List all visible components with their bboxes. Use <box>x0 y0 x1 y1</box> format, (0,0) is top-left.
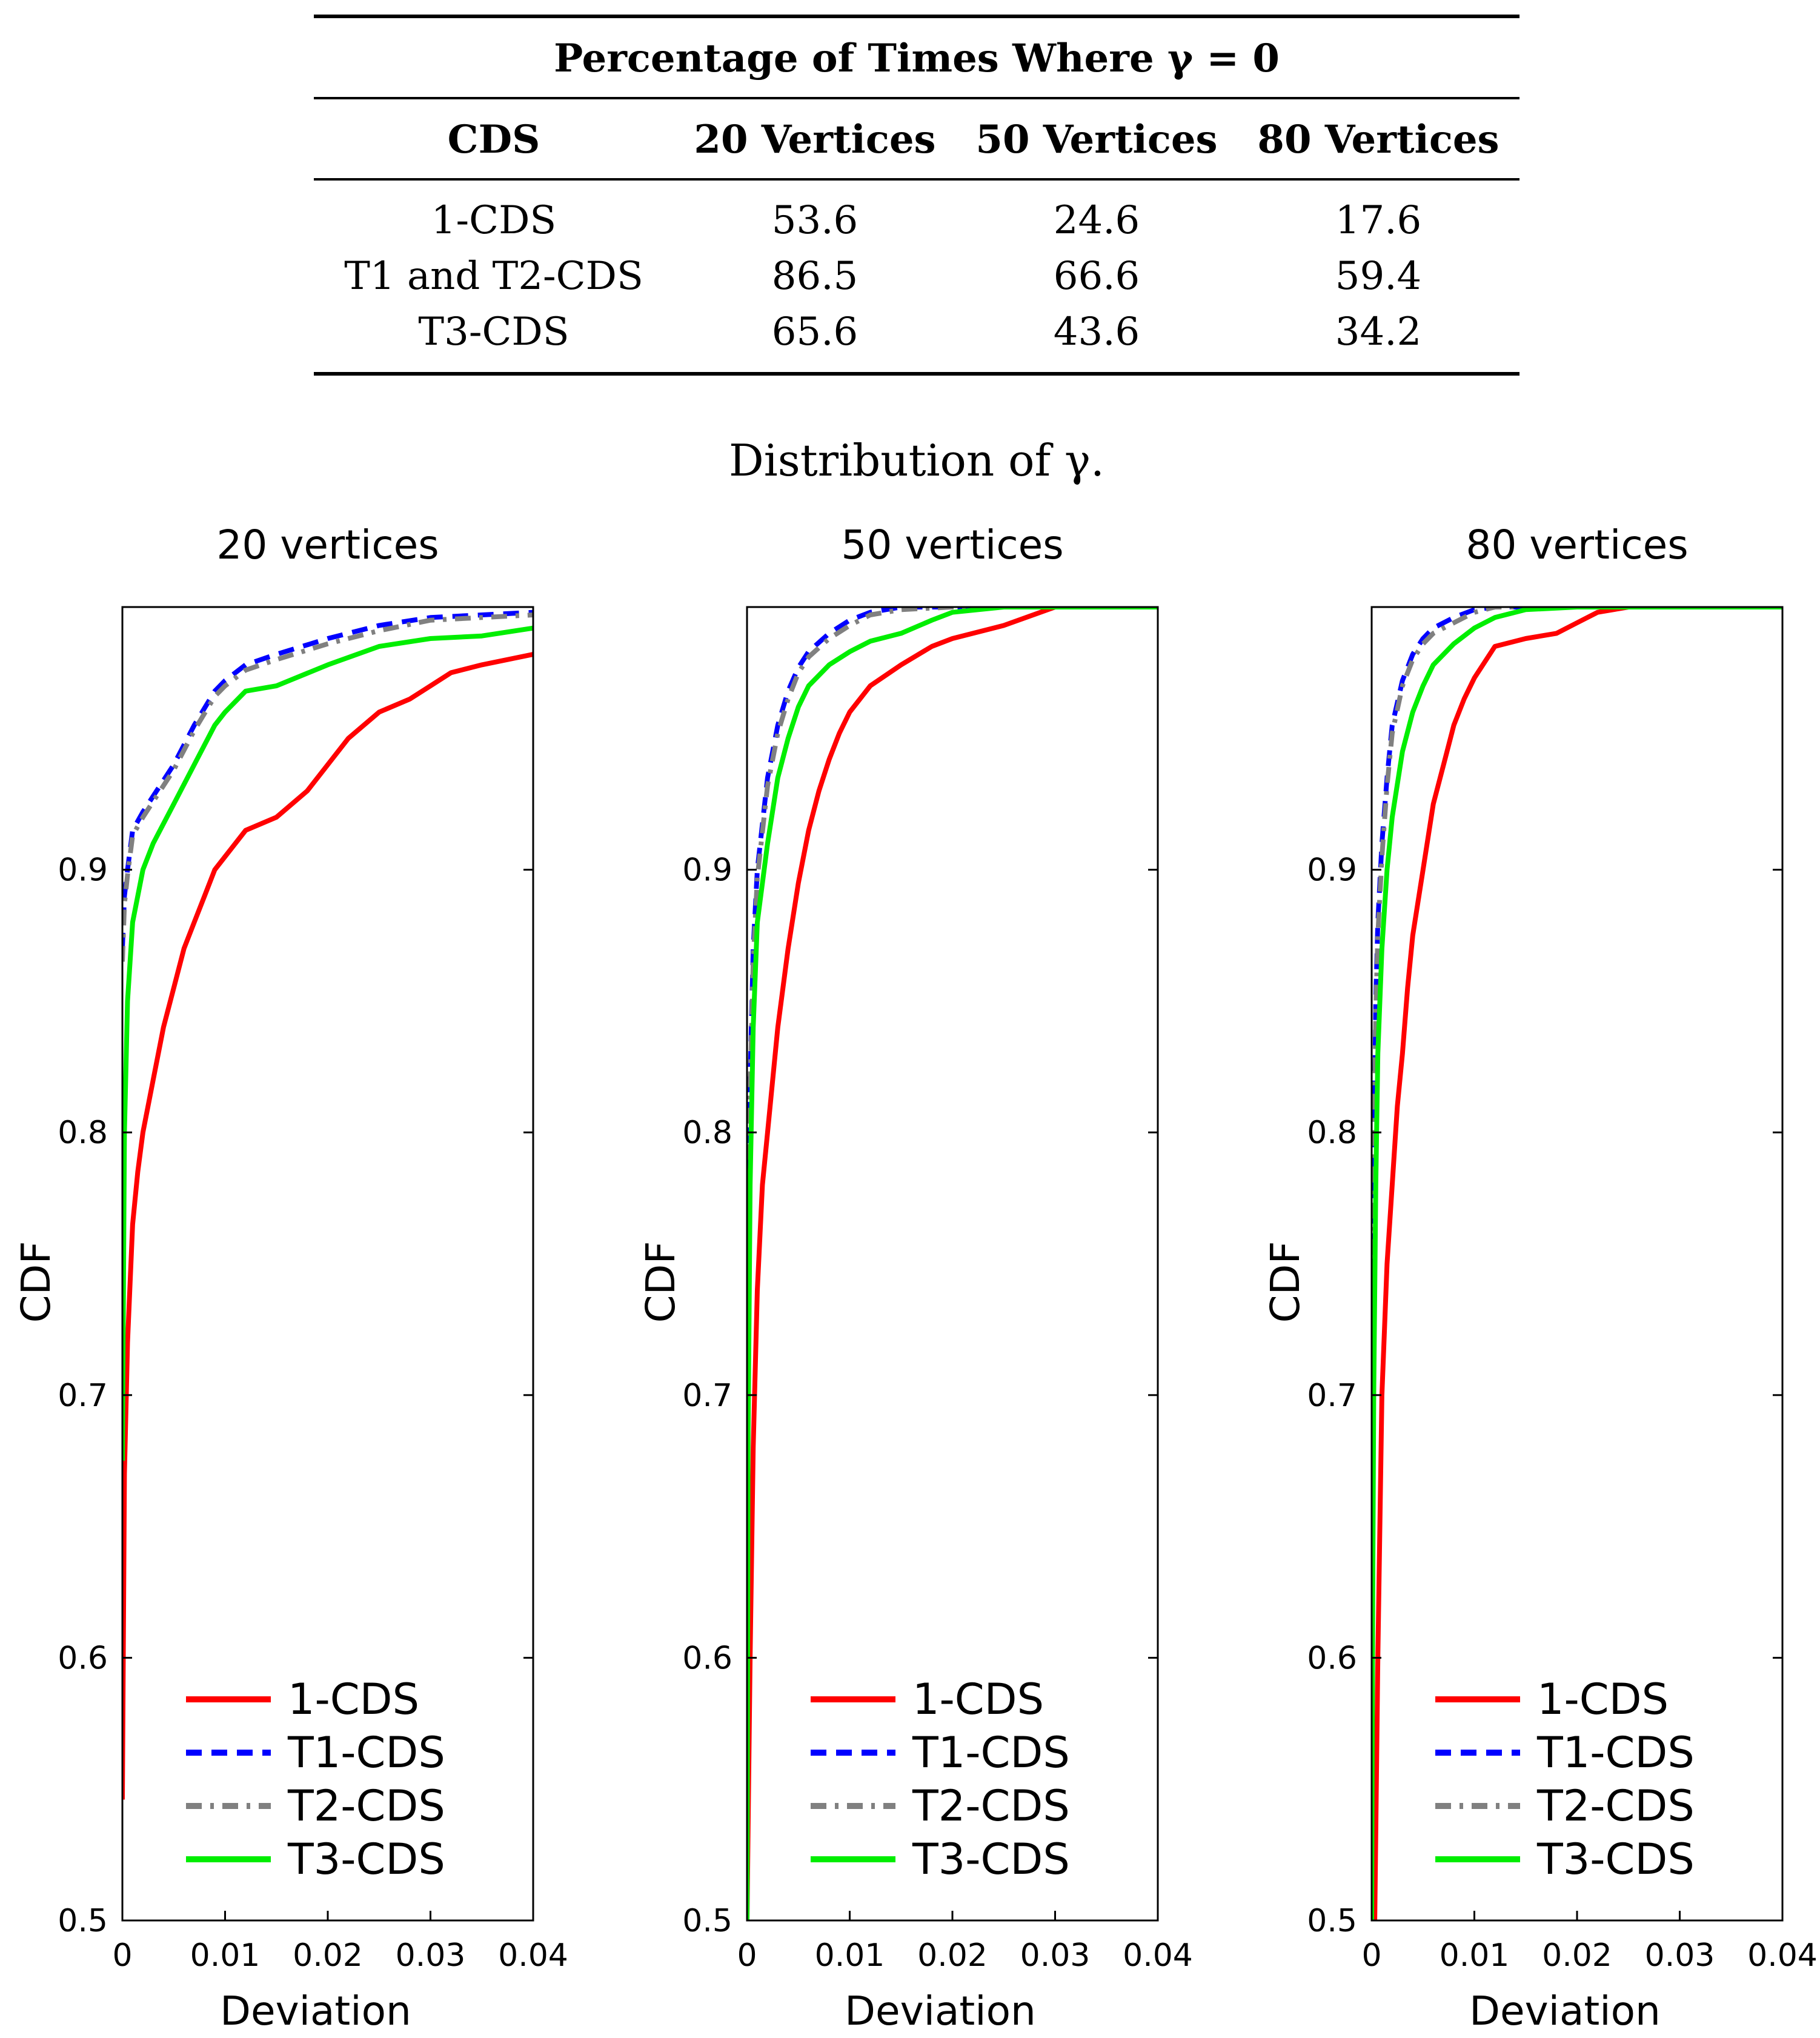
table-header-80: 80 Vertices <box>1257 117 1499 162</box>
x-tick-label: 0 <box>112 1937 132 1974</box>
y-tick-label: 0.6 <box>58 1640 108 1676</box>
table-cell: 53.6 <box>772 198 859 243</box>
table-row-label: 1-CDS <box>431 198 556 243</box>
legend-label: 1-CDS <box>912 1675 1044 1724</box>
table-row-label: T3-CDS <box>418 310 569 354</box>
table-cell: 65.6 <box>772 310 859 354</box>
x-tick-label: 0.04 <box>1747 1937 1818 1974</box>
results-table: Percentage of Times Where γ = 0 CDS 20 V… <box>314 15 1519 376</box>
x-tick-label: 0.03 <box>396 1937 466 1974</box>
chart-panel: 50 vertices 0.5 0.6 0.7 0.8 0.9 0 0.01 0.02 0.03 0… <box>637 522 1193 2034</box>
table-cell: 34.2 <box>1335 310 1422 354</box>
y-tick-label: 0.5 <box>682 1903 732 1939</box>
x-tick-label: 0.04 <box>498 1937 568 1974</box>
series-line-t2-cds <box>747 607 1158 1487</box>
chart-title: 50 vertices <box>841 522 1063 568</box>
table-cell: 17.6 <box>1335 198 1422 243</box>
series-line-t3-cds <box>747 607 1158 1920</box>
x-tick-label: 0.01 <box>815 1937 885 1974</box>
y-tick-label: 0.7 <box>1307 1378 1357 1414</box>
x-axis-label: Deviation <box>845 1988 1036 2034</box>
y-tick-label: 0.7 <box>58 1378 108 1414</box>
table-cell: 59.4 <box>1335 254 1422 299</box>
series-line-t3-cds <box>1372 607 1782 1920</box>
y-axis-label: CDF <box>637 1241 684 1323</box>
y-tick-label: 0.9 <box>58 852 108 889</box>
chart-panel: 80 vertices 0.5 0.6 0.7 0.8 0.9 0 0.01 0.02 0.03 0… <box>1262 522 1818 2034</box>
legend-label: T3-CDS <box>287 1834 445 1884</box>
figure-caption: Distribution of γ. <box>729 435 1104 486</box>
chart-panel: 20 vertices 0.5 0.6 0.7 0.8 0.9 0 0.01 0.02 0.03 0… <box>13 522 568 2034</box>
x-tick-label: 0.02 <box>1542 1937 1612 1974</box>
table-header-20: 20 Vertices <box>694 117 935 162</box>
y-tick-label: 0.8 <box>1307 1115 1357 1151</box>
table-header-cds: CDS <box>448 117 540 162</box>
series-line-t2-cds <box>1372 607 1782 1619</box>
series-line-1-cds <box>1372 607 1782 1920</box>
series-line-1-cds <box>747 607 1158 1920</box>
x-axis-label: Deviation <box>220 1988 411 2034</box>
legend-label: T1-CDS <box>912 1728 1070 1777</box>
series-line-t1-cds <box>747 607 1158 1474</box>
legend-label: T2-CDS <box>287 1781 445 1831</box>
series-group <box>747 607 1158 1920</box>
table-cell: 24.6 <box>1054 198 1140 243</box>
series-line-t1-cds <box>1372 607 1782 1605</box>
legend-label: T1-CDS <box>287 1728 445 1777</box>
y-tick-label: 0.7 <box>682 1378 732 1414</box>
chart-title: 20 vertices <box>216 522 439 568</box>
series-line-t2-cds <box>122 612 533 962</box>
series-group <box>1372 607 1782 1920</box>
y-tick-label: 0.6 <box>682 1640 732 1676</box>
table-cell: 43.6 <box>1054 310 1140 354</box>
table-cell: 86.5 <box>772 254 859 299</box>
x-tick-label: 0 <box>1361 1937 1381 1974</box>
y-tick-label: 0.5 <box>1307 1903 1357 1939</box>
y-tick-label: 0.9 <box>1307 852 1357 889</box>
series-line-1-cds <box>122 652 533 1800</box>
y-axis-label: CDF <box>13 1241 59 1323</box>
table-row-label: T1 and T2-CDS <box>344 254 643 299</box>
chart-title: 80 vertices <box>1466 522 1688 568</box>
series-group <box>122 609 533 1800</box>
y-axis-label: CDF <box>1262 1241 1309 1323</box>
series-line-t3-cds <box>122 625 533 1461</box>
table-cell: 66.6 <box>1054 254 1140 299</box>
x-tick-label: 0.04 <box>1123 1937 1193 1974</box>
x-tick-label: 0.03 <box>1020 1937 1091 1974</box>
table-header-50: 50 Vertices <box>975 117 1217 162</box>
x-tick-label: 0.03 <box>1645 1937 1715 1974</box>
y-tick-label: 0.5 <box>58 1903 108 1939</box>
legend-label: T3-CDS <box>912 1834 1070 1884</box>
legend-label: T2-CDS <box>1536 1781 1695 1831</box>
x-tick-label: 0.01 <box>190 1937 261 1974</box>
legend-label: T1-CDS <box>1536 1728 1695 1777</box>
legend-label: T3-CDS <box>1536 1834 1695 1884</box>
x-tick-label: 0 <box>737 1937 757 1974</box>
y-tick-label: 0.9 <box>682 852 732 889</box>
y-tick-label: 0.8 <box>682 1115 732 1151</box>
x-tick-label: 0.02 <box>293 1937 363 1974</box>
x-tick-label: 0.02 <box>917 1937 988 1974</box>
legend-label: 1-CDS <box>1537 1675 1669 1724</box>
legend-label: T2-CDS <box>912 1781 1070 1831</box>
x-axis-label: Deviation <box>1469 1988 1661 2034</box>
y-tick-label: 0.8 <box>58 1115 108 1151</box>
legend-label: 1-CDS <box>288 1675 419 1724</box>
table-title: Percentage of Times Where γ = 0 <box>554 36 1280 81</box>
charts-container: 20 vertices 0.5 0.6 0.7 0.8 0.9 0 0.01 0.02 0.03 0… <box>13 522 1818 2034</box>
x-tick-label: 0.01 <box>1440 1937 1510 1974</box>
y-tick-label: 0.6 <box>1307 1640 1357 1676</box>
